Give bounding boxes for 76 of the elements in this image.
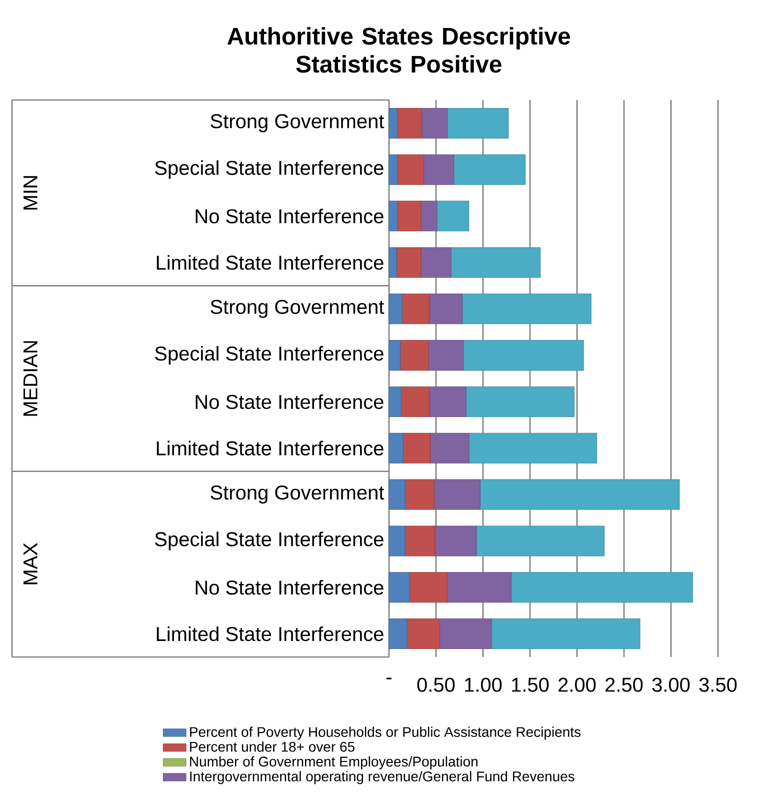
x-tick-label: 0.50 <box>417 678 455 692</box>
y-tick-label: Strong Government <box>210 114 384 132</box>
bar <box>510 572 693 603</box>
bar <box>388 247 397 278</box>
text: MIN <box>24 176 38 210</box>
bar <box>397 154 424 185</box>
x-tick-label: 1.50 <box>512 678 549 692</box>
bar <box>420 200 438 232</box>
chart-title: Authoritive States Descriptive Statistics Positive <box>227 27 570 73</box>
bar <box>402 432 431 464</box>
bar <box>388 526 406 556</box>
text: MAX <box>24 542 38 584</box>
x-tick-label: 1.00 <box>465 678 502 692</box>
x-tick-label: 3.50 <box>699 678 737 692</box>
bar <box>450 247 541 278</box>
bar <box>388 294 402 324</box>
legend-label: Percent under 18+ over 65 <box>190 741 354 752</box>
text: MEDIAN <box>24 341 38 416</box>
bar <box>388 340 401 371</box>
bar <box>409 572 448 603</box>
bar <box>402 294 430 324</box>
bar <box>388 572 410 603</box>
y-tick-label: No State Interference <box>196 394 384 410</box>
bar <box>400 386 430 417</box>
bar <box>404 526 436 556</box>
x-tick-label: 2.50 <box>606 678 643 692</box>
bar <box>396 247 422 278</box>
y-tick-label: Strong Government <box>210 485 384 504</box>
bar <box>397 108 422 138</box>
bar <box>388 618 408 650</box>
bar <box>388 200 398 232</box>
bar <box>400 340 429 371</box>
y-tick-label: No State Interference <box>196 208 384 224</box>
y-tick-label: Limited State Interference <box>156 255 384 270</box>
bar <box>388 479 406 510</box>
bar <box>468 432 598 464</box>
bar <box>388 154 398 185</box>
bar <box>424 154 454 185</box>
bar <box>476 526 605 556</box>
bar <box>428 340 464 371</box>
y-tick-label: Special State Interference <box>155 346 384 365</box>
bar <box>388 386 402 417</box>
bar <box>404 479 434 510</box>
y-tick-label: Special State Interference <box>155 532 384 550</box>
legend-label: Percent of Poverty Households or Public Assistance Recipients <box>190 726 581 740</box>
bar <box>447 108 509 138</box>
bar <box>388 432 404 464</box>
bar <box>406 618 440 650</box>
bar <box>397 200 422 232</box>
bar <box>439 618 492 650</box>
legend-label: Number of Government Employees/Population <box>190 756 478 770</box>
bar <box>434 479 480 510</box>
y-tick-label: Strong Government <box>210 300 384 318</box>
y-tick-label: Special State Interference <box>155 160 384 179</box>
bar <box>429 386 466 417</box>
bar <box>388 108 398 138</box>
y-tick-label: No State Interference <box>196 580 384 595</box>
bar <box>447 572 512 603</box>
bar <box>462 294 592 324</box>
bar <box>454 154 526 185</box>
bar <box>480 479 680 510</box>
y-tick-label: Limited State Interference <box>156 626 384 642</box>
bar <box>462 340 584 371</box>
bar <box>422 108 448 138</box>
bar <box>436 200 470 232</box>
x-tick-label: 3.00 <box>652 678 690 692</box>
bar <box>420 247 452 278</box>
bar <box>466 386 574 417</box>
bar <box>434 526 477 556</box>
y-tick-label: Limited State Interference <box>156 440 384 456</box>
x-tick-label: - <box>386 678 392 680</box>
bar <box>429 294 463 324</box>
legend-label: Intergovernmental operating revenue/General Fund Revenues <box>190 771 574 784</box>
bar <box>430 432 470 464</box>
bar <box>491 618 640 650</box>
x-tick-label: 2.00 <box>558 678 596 692</box>
